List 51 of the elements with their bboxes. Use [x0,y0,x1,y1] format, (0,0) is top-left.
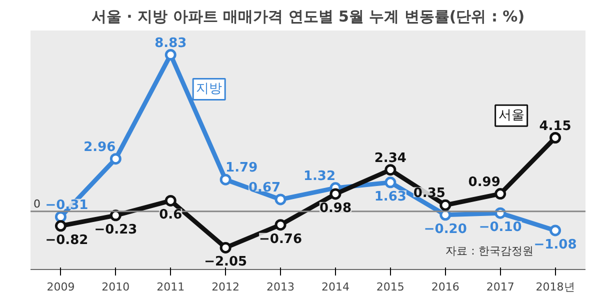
data-label: −0.10 [478,220,522,236]
point [54,220,66,232]
data-label: 1.79 [226,160,258,176]
data-label: −0.23 [94,222,138,238]
point [384,164,396,176]
point [110,210,122,222]
x-tick-label: 2009 [46,280,75,294]
point [110,153,122,165]
data-label: 0.99 [468,174,500,190]
data-label: −0.76 [259,232,302,247]
x-tick-label: 2015 [376,280,404,294]
point [330,188,342,200]
data-label: −2.05 [204,254,248,270]
data-label: 0.67 [248,180,281,196]
point [164,49,176,61]
data-label: −1.08 [534,237,577,252]
x-tick-label: 2013 [266,280,295,294]
x-tick-label: 2017 [486,280,514,294]
data-label: −0.82 [45,232,88,248]
data-label: 0.35 [413,186,446,202]
point [274,194,286,206]
point [220,242,232,254]
point [384,176,396,188]
annotation: 자료 : 한국감정원 [446,244,534,258]
point [550,224,562,236]
point [550,132,562,144]
series-label: 지방 [196,82,222,97]
data-label: 1.63 [374,189,406,204]
x-tick-label: 2016 [431,280,460,294]
x-tick-label: 2014 [321,280,350,294]
point [440,199,452,211]
data-label: 1.32 [303,168,336,184]
x-tick-label: 2010 [102,280,130,294]
data-label: 4.15 [539,118,572,134]
point [164,194,176,206]
chart-title: 서울 · 지방 아파트 매매가격 연도별 5월 누계 변동률(단위 : %) [91,8,525,26]
data-label: −0.31 [45,198,88,213]
text: 서울 [498,108,524,124]
data-label: 0.98 [319,200,352,216]
x-tick-label: 2012 [212,280,240,294]
x-tick-label: 2018년 [536,280,575,294]
point [274,219,286,231]
data-label: 2.34 [374,150,406,166]
data-label: 8.83 [154,36,187,51]
point [494,188,506,200]
x-tick-label: 2011 [156,280,185,294]
data-label: 0.6 [159,208,182,223]
data-label: 2.96 [84,140,116,155]
data-label: −0.20 [424,222,467,237]
point [220,174,232,186]
ref-line-label: 0 [34,197,40,210]
